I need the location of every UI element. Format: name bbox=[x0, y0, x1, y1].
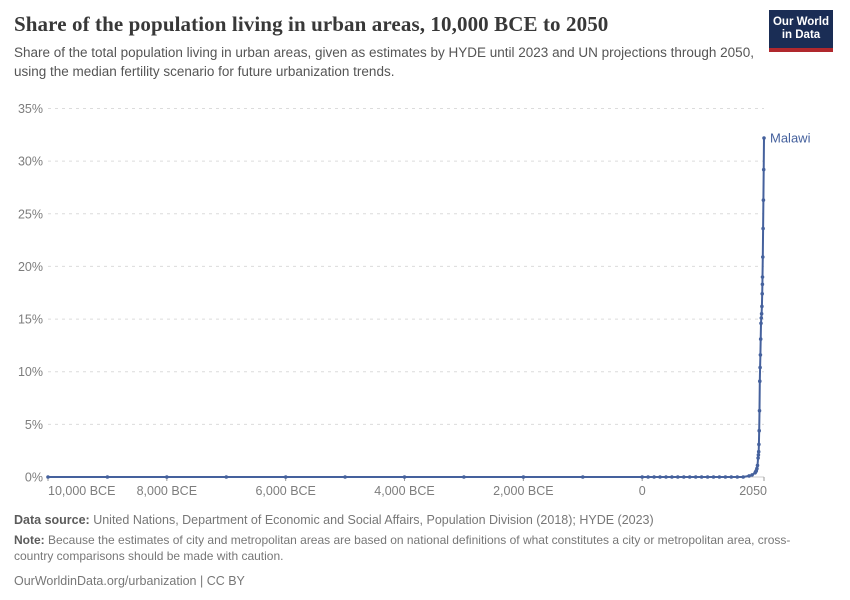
y-axis-tick-label: 10% bbox=[18, 365, 43, 379]
chart-title: Share of the population living in urban … bbox=[14, 12, 609, 36]
data-point bbox=[760, 292, 764, 296]
data-point bbox=[687, 475, 692, 479]
data-point bbox=[693, 475, 698, 479]
data-point bbox=[760, 275, 765, 279]
data-point bbox=[762, 136, 766, 140]
data-point bbox=[646, 475, 650, 479]
y-axis-tick-label: 25% bbox=[18, 207, 43, 221]
data-point bbox=[682, 475, 686, 479]
data-point bbox=[402, 475, 407, 479]
data-source-line: Data source: United Nations, Department … bbox=[14, 512, 836, 528]
data-point bbox=[46, 475, 50, 479]
data-point bbox=[756, 456, 760, 460]
data-point bbox=[755, 466, 759, 471]
data-point bbox=[756, 449, 761, 454]
data-point bbox=[670, 475, 674, 479]
data-point bbox=[761, 167, 766, 172]
data-point bbox=[759, 312, 764, 316]
data-point bbox=[760, 304, 764, 309]
data-point bbox=[759, 316, 764, 320]
data-point bbox=[761, 226, 765, 231]
chart-header: Share of the population living in urban … bbox=[14, 10, 836, 81]
series-entity-label: Malawi bbox=[770, 130, 811, 145]
data-point bbox=[729, 475, 734, 479]
data-point bbox=[521, 475, 526, 479]
data-point bbox=[224, 475, 229, 479]
data-point bbox=[664, 475, 668, 479]
y-axis-tick-label: 0% bbox=[25, 471, 43, 485]
data-point bbox=[105, 475, 110, 479]
y-axis-tick-label: 20% bbox=[18, 260, 43, 274]
data-point bbox=[717, 475, 722, 479]
y-axis-tick-label: 15% bbox=[18, 313, 43, 327]
chart-footer: Data source: United Nations, Department … bbox=[14, 512, 836, 588]
data-point bbox=[758, 353, 763, 357]
y-axis-tick-label: 35% bbox=[18, 102, 43, 116]
x-axis-tick-label: 10,000 BCE bbox=[48, 484, 115, 498]
data-point bbox=[165, 475, 169, 479]
x-axis-tick-label: 6,000 BCE bbox=[255, 484, 315, 498]
note-label: Note: bbox=[14, 533, 45, 547]
x-axis-tick-label: 2,000 BCE bbox=[493, 484, 553, 498]
owid-logo-line1: Our World bbox=[772, 16, 829, 28]
y-axis-tick-label: 5% bbox=[25, 418, 43, 432]
data-point bbox=[757, 408, 762, 413]
data-point bbox=[758, 365, 762, 370]
owid-logo-line2: in Data bbox=[781, 29, 821, 41]
data-point bbox=[759, 321, 763, 326]
data-point bbox=[283, 475, 288, 479]
data-point bbox=[640, 475, 644, 479]
data-point bbox=[676, 475, 680, 479]
data-point bbox=[758, 337, 763, 341]
data-point bbox=[755, 463, 760, 468]
data-source-label: Data source: bbox=[14, 513, 90, 527]
data-point bbox=[711, 475, 716, 479]
data-point bbox=[761, 198, 766, 202]
x-axis-tick-label: 8,000 BCE bbox=[137, 484, 197, 498]
data-point bbox=[750, 473, 754, 477]
note-line: Note: Because the estimates of city and … bbox=[14, 533, 826, 564]
data-point bbox=[758, 379, 762, 384]
data-source-text: United Nations, Department of Economic a… bbox=[89, 513, 654, 527]
x-axis-tick-label: 2050 bbox=[739, 484, 767, 498]
data-point bbox=[699, 475, 704, 479]
series-line bbox=[47, 137, 765, 478]
data-point bbox=[757, 442, 761, 447]
data-point bbox=[757, 428, 761, 433]
data-point bbox=[705, 475, 710, 479]
x-axis-tick-label: 4,000 BCE bbox=[374, 484, 434, 498]
data-point bbox=[462, 475, 466, 479]
y-axis-tick-label: 30% bbox=[18, 155, 43, 169]
data-point bbox=[723, 475, 728, 479]
x-axis-tick-label: 0 bbox=[639, 484, 646, 498]
data-point bbox=[658, 475, 662, 479]
data-point bbox=[760, 282, 765, 287]
owid-logo[interactable]: Our World in Data bbox=[769, 10, 833, 52]
data-point bbox=[581, 475, 585, 479]
data-point bbox=[756, 453, 761, 457]
data-point bbox=[741, 475, 745, 479]
chart-subtitle: Share of the total population living in … bbox=[14, 45, 754, 79]
data-point bbox=[652, 475, 656, 479]
citation-link[interactable]: OurWorldinData.org/urbanization | CC BY bbox=[14, 574, 245, 588]
data-point bbox=[735, 475, 740, 479]
data-point bbox=[747, 474, 751, 478]
data-point bbox=[761, 255, 765, 259]
data-point bbox=[343, 475, 347, 479]
note-text: Because the estimates of city and metrop… bbox=[14, 533, 791, 563]
